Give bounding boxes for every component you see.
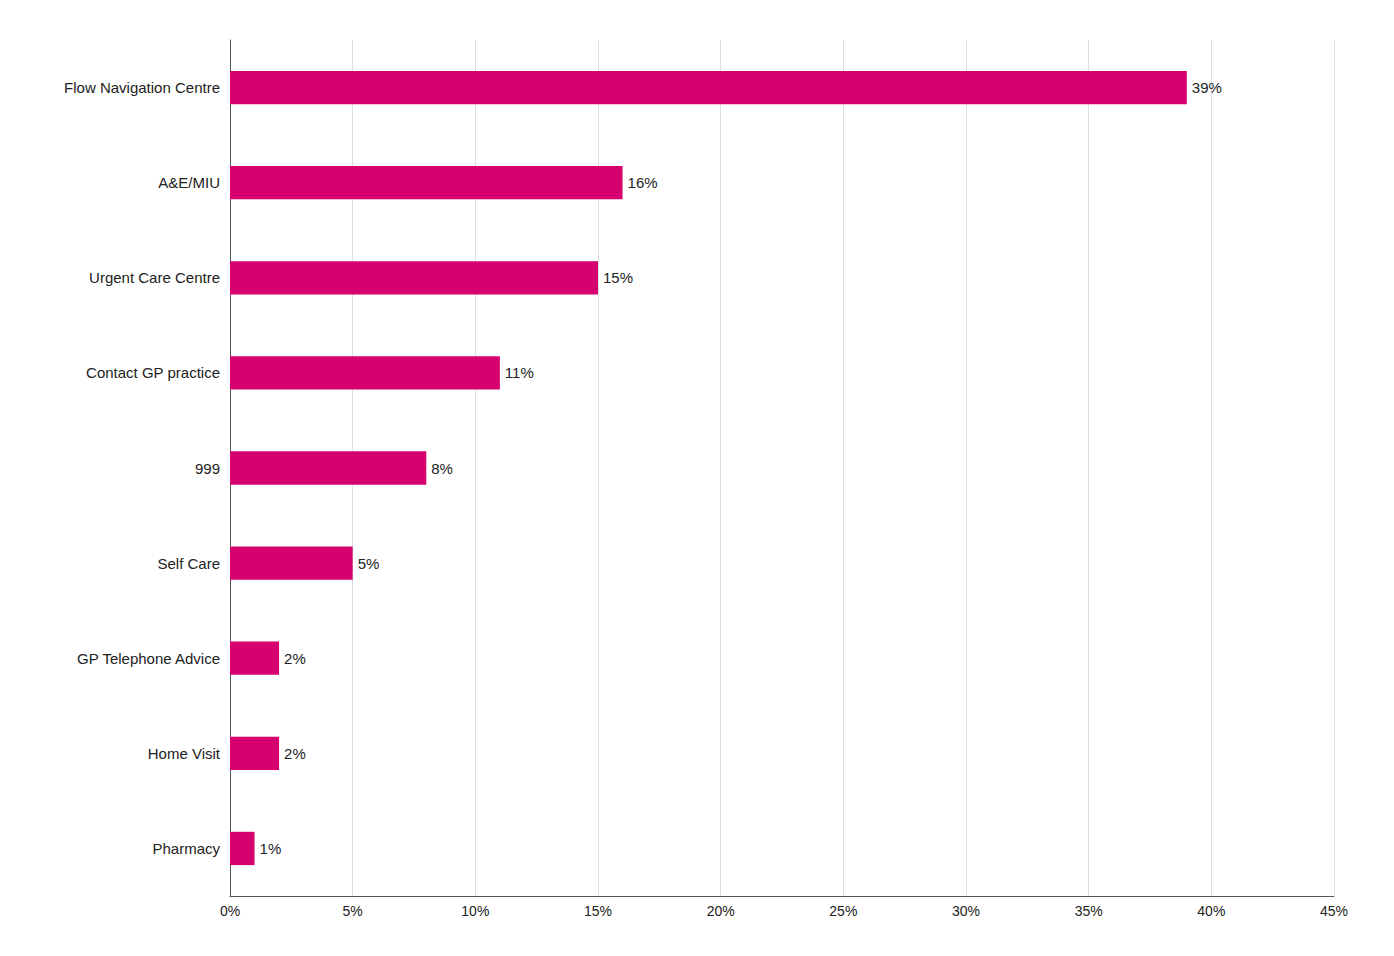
svg-text:10%: 10%: [461, 903, 489, 919]
svg-text:15%: 15%: [584, 903, 612, 919]
svg-text:Urgent Care Centre: Urgent Care Centre: [89, 269, 220, 286]
svg-text:25%: 25%: [829, 903, 857, 919]
svg-text:2%: 2%: [284, 745, 306, 762]
svg-text:35%: 35%: [1075, 903, 1103, 919]
svg-text:0%: 0%: [220, 903, 240, 919]
svg-text:20%: 20%: [707, 903, 735, 919]
svg-text:15%: 15%: [603, 269, 633, 286]
svg-text:Flow Navigation Centre: Flow Navigation Centre: [64, 79, 220, 96]
svg-text:1%: 1%: [260, 840, 282, 857]
svg-text:40%: 40%: [1197, 903, 1225, 919]
svg-text:5%: 5%: [343, 903, 363, 919]
svg-text:999: 999: [195, 460, 220, 477]
svg-text:39%: 39%: [1192, 79, 1222, 96]
svg-text:5%: 5%: [358, 555, 380, 572]
svg-text:11%: 11%: [505, 364, 534, 381]
svg-text:Pharmacy: Pharmacy: [152, 840, 220, 857]
svg-text:Contact GP practice: Contact GP practice: [86, 364, 220, 381]
svg-text:Self Care: Self Care: [157, 555, 220, 572]
svg-text:A&E/MIU: A&E/MIU: [158, 174, 220, 191]
svg-text:16%: 16%: [628, 174, 658, 191]
svg-text:8%: 8%: [431, 460, 453, 477]
svg-text:2%: 2%: [284, 650, 306, 667]
svg-text:Home Visit: Home Visit: [148, 745, 221, 762]
svg-text:45%: 45%: [1320, 903, 1348, 919]
svg-text:30%: 30%: [952, 903, 980, 919]
svg-text:GP Telephone Advice: GP Telephone Advice: [77, 650, 220, 667]
